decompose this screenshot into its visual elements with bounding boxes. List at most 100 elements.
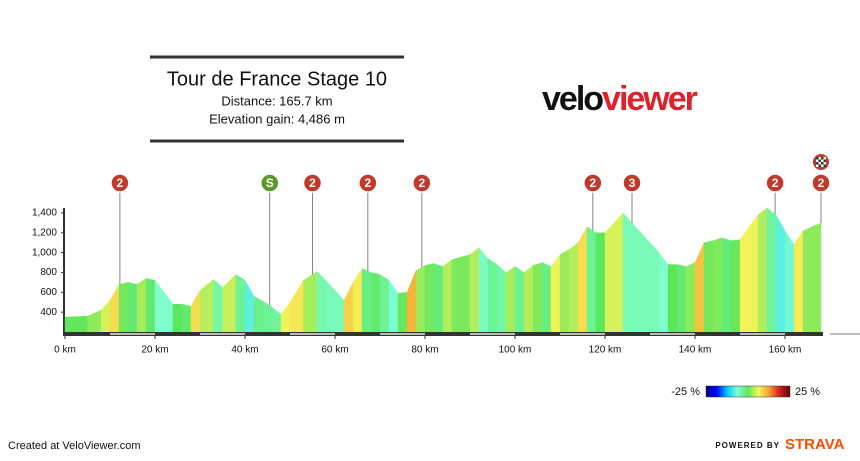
- profile-segment: [415, 265, 426, 333]
- climb-marker: [765, 173, 785, 193]
- profile-segment: [721, 237, 732, 333]
- profile-segment: [604, 222, 615, 333]
- climb-marker: [358, 173, 378, 193]
- axis-band: [830, 333, 860, 335]
- profile-segment: [784, 230, 795, 333]
- profile-segment: [595, 232, 606, 333]
- axis-band: [200, 333, 245, 335]
- finish-flag: [813, 154, 829, 170]
- profile-segment: [199, 278, 214, 333]
- profile-segment: [496, 264, 507, 333]
- credit: Created at VeloViewer.com: [8, 440, 140, 452]
- profile-segment: [424, 263, 435, 333]
- profile-segment: [213, 278, 223, 333]
- profile-segment: [586, 226, 597, 333]
- profile-segment: [163, 291, 174, 333]
- profile-segment: [154, 279, 165, 333]
- y-tick-label: 800: [40, 267, 57, 278]
- profile-segment: [370, 272, 381, 333]
- profile-segment: [64, 315, 88, 333]
- profile-segment: [505, 266, 516, 333]
- climb-label: 2: [365, 176, 372, 190]
- profile-segment: [802, 222, 822, 333]
- chart-title: Tour de France Stage 10: [167, 68, 387, 90]
- profile-segment: [316, 270, 327, 333]
- y-tick-label: 1,200: [32, 227, 57, 238]
- climb-marker: [260, 173, 280, 193]
- profile-segment: [703, 240, 714, 333]
- profile-segment: [433, 263, 444, 333]
- axis-band: [290, 333, 335, 335]
- profile-segment: [559, 249, 570, 333]
- profile-segment: [757, 207, 768, 333]
- profile-segment: [136, 278, 147, 333]
- logo-part: velo: [542, 80, 603, 118]
- x-tick-label: 140 km: [679, 345, 712, 356]
- profile-segment: [100, 299, 111, 333]
- profile-segment: [352, 267, 363, 333]
- profile-segment: [676, 264, 687, 333]
- profile-segment: [640, 232, 651, 333]
- profile-segment: [658, 252, 669, 333]
- profile-segment: [145, 278, 156, 333]
- profile-segment: [631, 222, 642, 333]
- profile-segment: [87, 309, 102, 333]
- climb-marker: [811, 173, 831, 193]
- brand: STRAVA: [785, 436, 845, 453]
- climb-label: 2: [419, 176, 426, 190]
- profile-segment: [280, 301, 291, 333]
- profile-segment: [262, 300, 273, 333]
- profile-segment: [793, 230, 804, 333]
- profile-segment: [469, 247, 480, 333]
- profile-segment: [577, 226, 588, 333]
- profile-segment: [685, 262, 696, 333]
- profile-segment: [190, 289, 201, 333]
- climb-label: 3: [629, 176, 636, 190]
- profile-segment: [622, 212, 633, 333]
- gradient-legend: [705, 385, 791, 398]
- x-tick-label: 160 km: [769, 345, 802, 356]
- profile-segment: [244, 279, 255, 333]
- profile-segment: [613, 212, 624, 333]
- climb-label: 2: [772, 176, 779, 190]
- climb-marker: [622, 173, 642, 193]
- profile-segment: [451, 254, 471, 333]
- profile-segment: [514, 266, 525, 333]
- powered-by: POWERED BY: [715, 441, 780, 450]
- axis-band: [470, 333, 515, 335]
- y-tick-label: 600: [40, 287, 57, 298]
- x-tick-label: 100 km: [499, 345, 532, 356]
- profile-segment: [172, 304, 183, 333]
- profile-segment: [478, 247, 489, 333]
- climb-label: 2: [590, 176, 597, 190]
- axis-band: [380, 333, 425, 335]
- profile-segment: [253, 295, 264, 333]
- profile-segment: [235, 274, 246, 333]
- x-tick-label: 120 km: [589, 345, 622, 356]
- climb-label: 2: [818, 176, 825, 190]
- profile-segment: [568, 242, 579, 333]
- climb-label: 2: [309, 176, 316, 190]
- profile-segment: [694, 242, 705, 333]
- profile-segment: [739, 226, 750, 333]
- legend-min-label: -25 %: [671, 386, 700, 398]
- profile-segment: [361, 268, 372, 333]
- profile-segment: [325, 279, 336, 333]
- axis-band: [650, 333, 695, 335]
- profile-segment: [523, 265, 534, 333]
- profile-segment: [532, 262, 543, 333]
- x-tick-label: 80 km: [411, 345, 438, 356]
- profile-segment: [181, 303, 192, 333]
- profile-segment: [730, 239, 741, 333]
- x-tick-label: 60 km: [321, 345, 348, 356]
- profile-segment: [118, 282, 129, 333]
- axis-band: [110, 333, 155, 335]
- climb-marker: [412, 173, 432, 193]
- profile-segment: [397, 292, 408, 333]
- profile-segment: [222, 273, 237, 333]
- profile-segment: [388, 279, 399, 333]
- legend-max-label: 25 %: [795, 386, 820, 398]
- profile-segment: [712, 237, 723, 333]
- x-axis: [63, 332, 823, 336]
